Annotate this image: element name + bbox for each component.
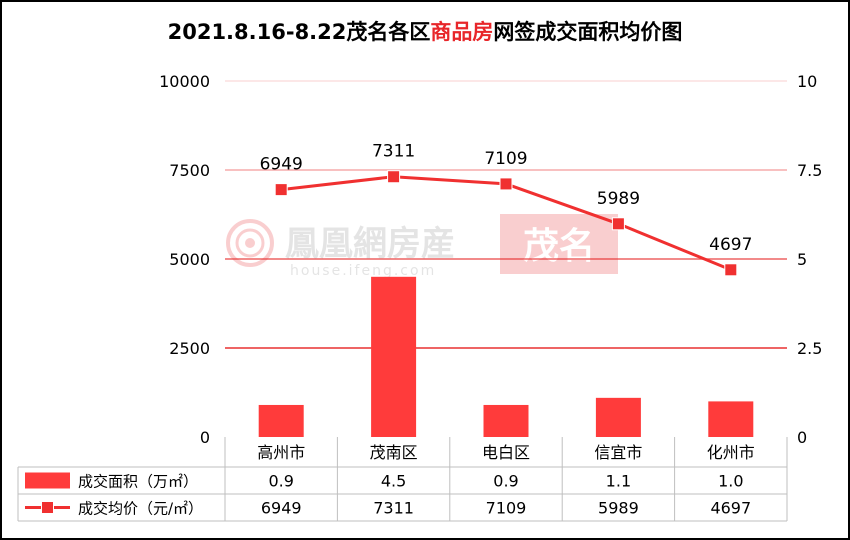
table-cell: 4697 xyxy=(710,499,751,518)
y-left-tick-label: 7500 xyxy=(169,161,210,180)
line-marker xyxy=(724,263,738,277)
y-left-tick-label: 10000 xyxy=(159,72,210,91)
category-label: 茂南区 xyxy=(370,443,418,462)
table-cell: 5989 xyxy=(598,499,639,518)
data-label: 7109 xyxy=(484,149,527,169)
table-cell: 4.5 xyxy=(381,472,406,491)
line-marker xyxy=(611,217,625,231)
category-label: 电白区 xyxy=(482,443,530,462)
legend-label: 成交面积（万㎡） xyxy=(78,473,198,491)
y-right-tick-label: 2.5 xyxy=(797,339,822,358)
watermark-brand: 鳳凰網房産 xyxy=(285,224,455,264)
bar xyxy=(258,404,304,437)
line-marker xyxy=(499,177,513,191)
watermark-city: 茂名 xyxy=(523,226,595,267)
category-label: 信宜市 xyxy=(594,443,642,462)
title-prefix: 2021.8.16-8.22茂名各区 xyxy=(167,20,431,44)
bar xyxy=(483,404,529,437)
watermark-city-box xyxy=(500,214,618,274)
table-cell: 0.9 xyxy=(493,472,518,491)
category-label: 化州市 xyxy=(707,443,755,462)
watermark: 鳳凰網房産 house.ifeng.com 茂名 xyxy=(226,214,618,279)
table-cell: 7311 xyxy=(373,499,414,518)
y-right-tick-label: 0 xyxy=(797,428,807,447)
line-marker xyxy=(387,170,401,184)
watermark-logo xyxy=(226,219,274,267)
table-cell: 7109 xyxy=(486,499,527,518)
bar xyxy=(371,276,417,437)
table-cell: 1.0 xyxy=(718,472,743,491)
data-label: 6949 xyxy=(260,155,303,175)
title-highlight: 商品房 xyxy=(430,20,494,44)
y-left-tick-label: 5000 xyxy=(169,250,210,269)
legend-label: 成交均价（元/㎡） xyxy=(78,500,203,518)
table-cell: 6949 xyxy=(261,499,302,518)
title-suffix: 网签成交面积均价图 xyxy=(493,20,683,44)
line-marker xyxy=(274,183,288,197)
bar xyxy=(595,397,641,437)
data-label: 4697 xyxy=(709,235,752,255)
y-left-tick-label: 2500 xyxy=(169,339,210,358)
watermark-url: house.ifeng.com xyxy=(290,263,436,279)
data-label: 7311 xyxy=(372,142,415,162)
table-cell: 0.9 xyxy=(268,472,293,491)
bar xyxy=(708,401,754,437)
table-cell: 1.1 xyxy=(606,472,631,491)
chart-title: 2021.8.16-8.22茂名各区商品房网签成交面积均价图 xyxy=(0,16,850,46)
legend-swatch-bar xyxy=(25,472,70,489)
y-right-tick-label: 10 xyxy=(797,72,817,91)
category-label: 高州市 xyxy=(257,443,305,462)
y-right-tick-label: 7.5 xyxy=(797,161,822,180)
legend-swatch-marker xyxy=(41,501,54,514)
y-right-tick-label: 5 xyxy=(797,250,807,269)
data-label: 5989 xyxy=(597,189,640,209)
y-left-tick-label: 0 xyxy=(200,428,210,447)
